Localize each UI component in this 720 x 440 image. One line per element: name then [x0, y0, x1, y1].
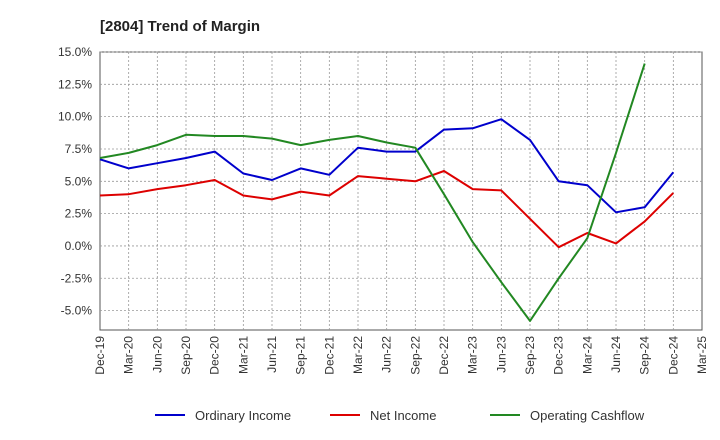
series-line-net-income: [99, 170, 675, 249]
series-line-ordinary-income: [99, 118, 675, 214]
x-tick-label: Jun-20: [150, 336, 164, 373]
legend-label: Operating Cashflow: [530, 408, 645, 423]
x-tick-label: Dec-21: [322, 336, 336, 375]
y-tick-label: 7.5%: [65, 142, 93, 156]
x-tick-label: Dec-19: [93, 336, 107, 375]
x-tick-label: Sep-24: [638, 336, 652, 375]
x-tick-label: Mar-21: [236, 336, 250, 374]
y-tick-label: 15.0%: [58, 45, 92, 59]
x-axis-ticks: Dec-19 Mar-20 Jun-20 Sep-20 Dec-20 Mar-21 Jun-…: [93, 336, 709, 375]
x-tick-label: Mar-20: [122, 336, 136, 374]
x-tick-label: Mar-25: [695, 336, 709, 374]
legend-label: Net Income: [370, 408, 436, 423]
x-tick-label: Mar-23: [466, 336, 480, 374]
x-tick-label: Sep-23: [523, 336, 537, 375]
y-axis-ticks: 15.0% 12.5% 10.0% 7.5% 5.0% 2.5% 0.0% -2.5% -5.0…: [58, 45, 92, 318]
x-tick-label: Sep-20: [179, 336, 193, 375]
plot-area: [99, 51, 703, 331]
y-tick-label: -2.5%: [61, 271, 93, 285]
y-tick-label: 12.5%: [58, 77, 92, 91]
legend-label: Ordinary Income: [195, 408, 291, 423]
plot-frame: [99, 51, 703, 331]
x-tick-label: Sep-21: [294, 336, 308, 375]
x-tick-label: Mar-24: [580, 336, 594, 374]
y-tick-label: -5.0%: [61, 304, 93, 318]
x-tick-label: Sep-22: [408, 336, 422, 375]
x-tick-label: Jun-22: [380, 336, 394, 373]
x-tick-label: Jun-24: [609, 336, 623, 373]
x-tick-label: Dec-20: [208, 336, 222, 375]
y-tick-label: 5.0%: [65, 174, 93, 188]
x-tick-label: Jun-23: [494, 336, 508, 373]
chart-title: [2804] Trend of Margin: [100, 18, 260, 35]
series-lines: [99, 63, 675, 322]
x-tick-label: Mar-22: [351, 336, 365, 374]
y-tick-label: 2.5%: [65, 207, 93, 221]
grid-lines: [100, 51, 702, 330]
y-tick-label: 0.0%: [65, 239, 93, 253]
series-line-operating-cashflow: [99, 63, 646, 322]
y-tick-label: 10.0%: [58, 110, 92, 124]
x-tick-label: Dec-22: [437, 336, 451, 375]
x-tick-label: Jun-21: [265, 336, 279, 373]
x-tick-label: Dec-23: [552, 336, 566, 375]
legend: Ordinary Income Net Income Operating Cashf…: [155, 408, 645, 423]
x-tick-label: Dec-24: [666, 336, 680, 375]
